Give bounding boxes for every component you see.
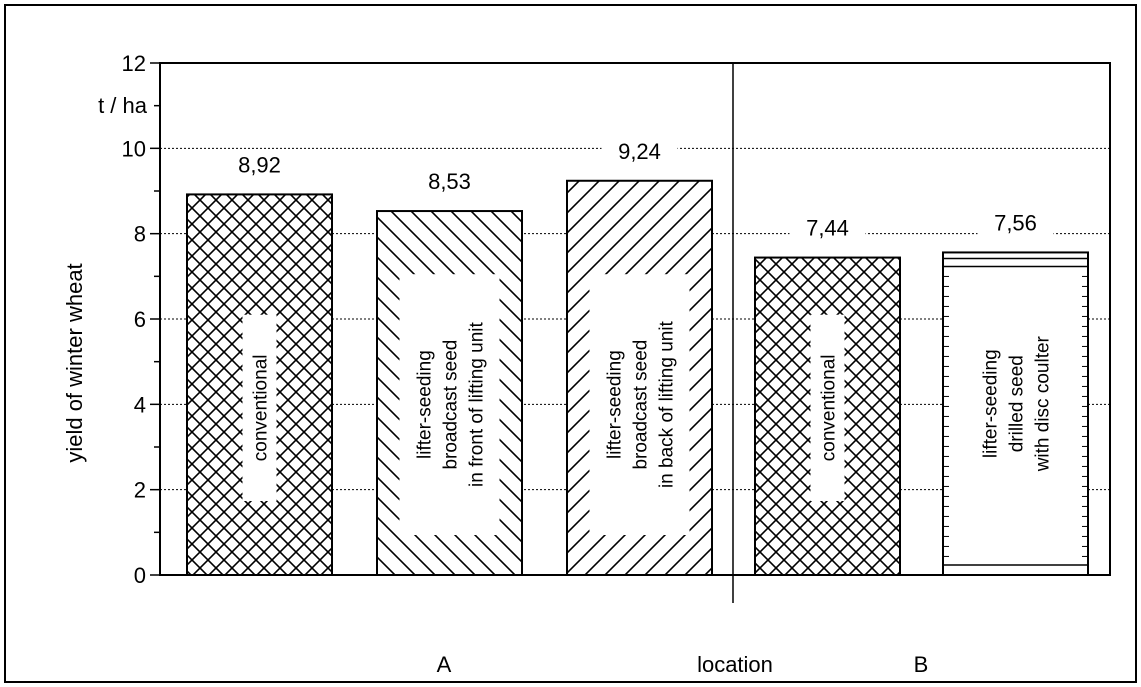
value-label-bg: [221, 150, 298, 181]
bar-label-text: in back of lifting unit: [657, 320, 678, 488]
value-label: 8,92: [238, 152, 281, 177]
bar-label-text: in front of lifting unit: [467, 322, 488, 487]
y-axis-label: yield of winter wheat: [62, 263, 87, 462]
axis-layer: 0 2 4 6 8 10 12: [122, 51, 1111, 603]
value-label-bg: [411, 167, 488, 198]
bar-label-box: [242, 314, 277, 501]
bar-line-pattern: [943, 257, 1088, 566]
value-label: 7,56: [994, 210, 1037, 235]
x-axis-label: location: [697, 652, 773, 677]
value-label-bg: [977, 208, 1054, 239]
y-tick-label: 10: [122, 136, 146, 161]
bar-label-box: [589, 274, 690, 535]
y-tick-label: 4: [134, 392, 146, 417]
bar-label-text: broadcast seed: [631, 340, 652, 470]
bar-label-box: [965, 272, 1066, 535]
bar-label-text: lifter-seeding: [415, 350, 436, 459]
location-label-b: B: [914, 652, 929, 677]
bar-label-box: [810, 314, 845, 501]
y-tick-label: 8: [134, 222, 146, 247]
location-label-a: A: [437, 652, 452, 677]
y-axis-unit: t / ha: [98, 93, 148, 118]
value-label: 9,24: [618, 139, 661, 164]
bar-label-text: with disc coulter: [1033, 335, 1054, 472]
y-tick-label: 12: [122, 51, 146, 76]
bar-label-box: [399, 274, 500, 535]
y-tick-label: 2: [134, 478, 146, 503]
y-tick-label: 0: [134, 563, 146, 588]
bar-label-text: lifter-seeding: [605, 350, 626, 459]
bar-label-text: conventional: [251, 355, 272, 462]
value-label-bg: [789, 213, 866, 244]
bar-label-text: drilled seed: [1007, 355, 1028, 452]
y-tick-label: 6: [134, 307, 146, 332]
bar-label-text: broadcast seed: [441, 340, 462, 470]
value-label: 8,53: [428, 169, 471, 194]
bar-label-text: lifter-seeding: [981, 349, 1002, 458]
bar-label-text: conventional: [819, 355, 840, 462]
value-label: 7,44: [806, 216, 849, 241]
value-label-bg: [601, 136, 678, 167]
